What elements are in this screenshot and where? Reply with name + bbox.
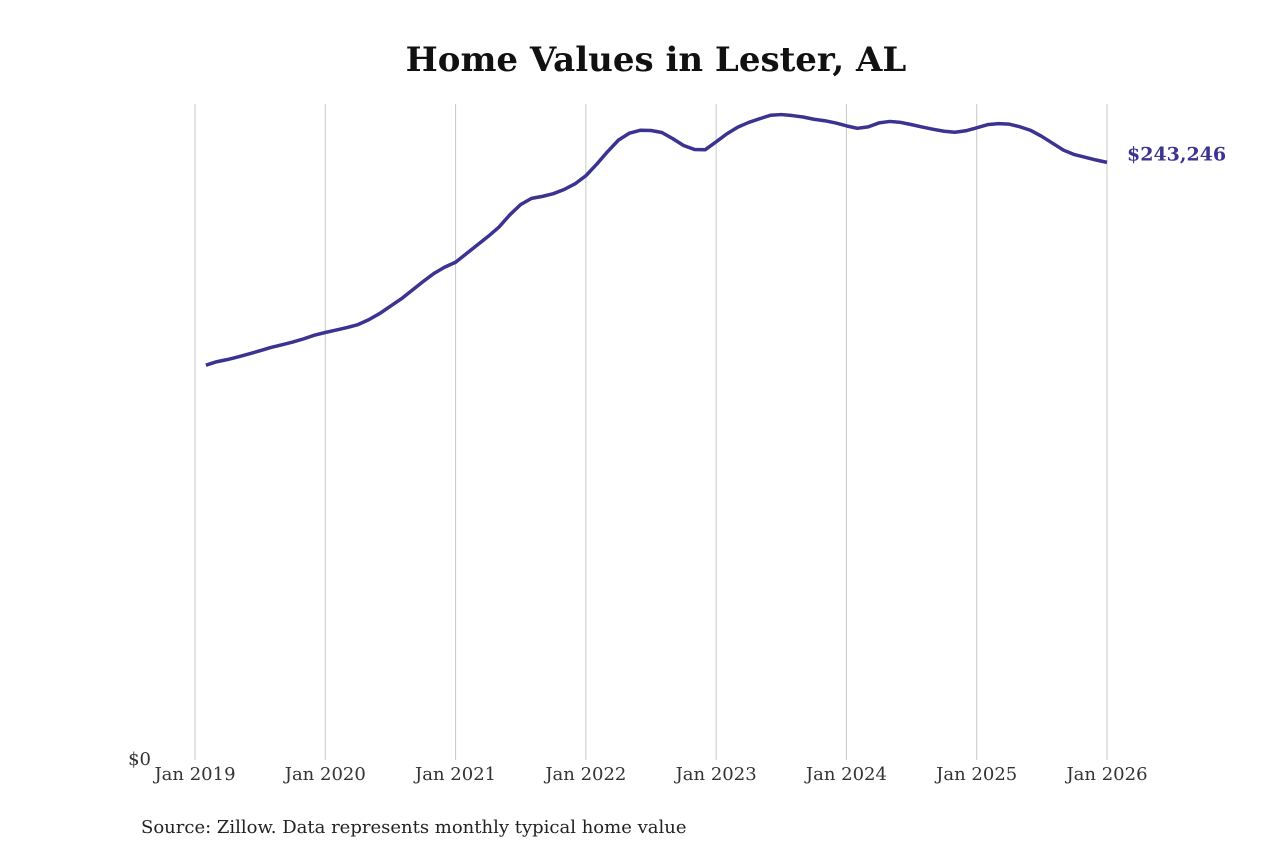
x-tick-label: Jan 2024 xyxy=(804,764,887,785)
y-tick-label: $0 xyxy=(128,749,151,770)
x-tick-label: Jan 2021 xyxy=(413,764,496,785)
source-note: Source: Zillow. Data represents monthly … xyxy=(141,817,687,838)
x-tick-label: Jan 2020 xyxy=(283,764,366,785)
value-label: $243,246 xyxy=(1127,143,1226,165)
x-tick-label: Jan 2025 xyxy=(934,764,1017,785)
x-tick-label: Jan 2023 xyxy=(674,764,757,785)
x-tick-label: Jan 2022 xyxy=(543,764,626,785)
chart-title: Home Values in Lester, AL xyxy=(406,40,907,80)
line-series xyxy=(205,112,1108,367)
x-tick-label: Jan 2026 xyxy=(1064,764,1147,785)
x-tick-label: Jan 2019 xyxy=(152,764,235,785)
